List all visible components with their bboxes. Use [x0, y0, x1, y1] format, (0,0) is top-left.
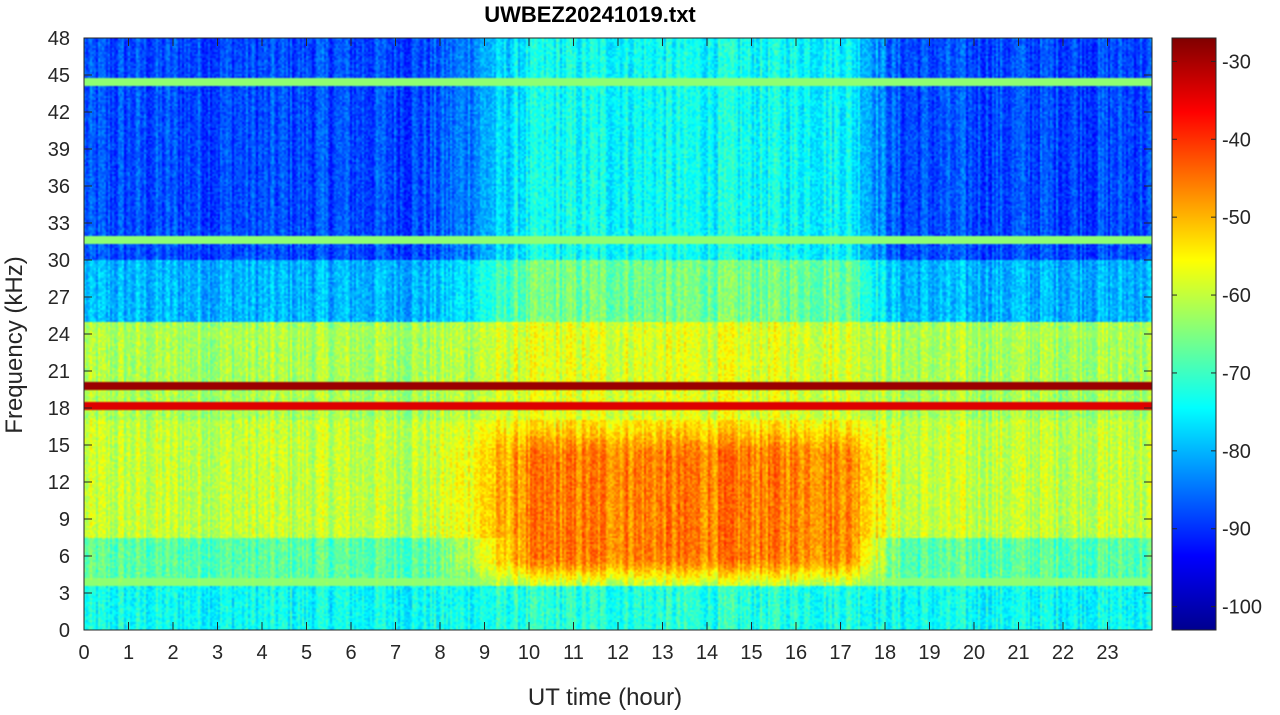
- colorbar-tick-label: -90: [1222, 519, 1251, 541]
- colorbar-tick-label: -80: [1222, 441, 1251, 463]
- x-tick-label: 4: [256, 642, 267, 664]
- y-tick-label: 3: [59, 583, 70, 605]
- colorbar-tick-label: -30: [1222, 51, 1251, 73]
- y-tick-label: 39: [48, 139, 70, 161]
- colorbar-tick-label: -70: [1222, 363, 1251, 385]
- colorbar: -30 -40 -50 -60 -70 -80 -90 -100: [1171, 37, 1262, 631]
- colorbar-tick-label: -60: [1222, 285, 1251, 307]
- x-tick-label: 17: [829, 642, 851, 664]
- x-tick-label: 5: [301, 642, 312, 664]
- x-tick-label: 2: [167, 642, 178, 664]
- x-tick-label: 7: [390, 642, 401, 664]
- colorbar-ticks: -30 -40 -50 -60 -70 -80 -90 -100: [1172, 51, 1262, 619]
- x-tick-label: 0: [78, 642, 89, 664]
- x-tick-label: 6: [345, 642, 356, 664]
- plot-area: [83, 37, 1153, 631]
- x-tick-label: 11: [563, 642, 584, 664]
- x-tick-label: 15: [740, 642, 762, 664]
- y-tick-label: 21: [48, 361, 70, 383]
- y-tick-label: 27: [48, 287, 70, 309]
- x-tick-label: 16: [785, 642, 807, 664]
- y-tick-label: 15: [48, 435, 70, 457]
- y-axis-label: Frequency (kHz): [1, 256, 28, 433]
- y-tick-label: 42: [48, 102, 70, 124]
- y-tick-label: 9: [59, 509, 70, 531]
- x-tick-label: 23: [1096, 642, 1118, 664]
- x-tick-label: 10: [518, 642, 540, 664]
- y-tick-label: 24: [48, 324, 70, 346]
- chart-title: UWBEZ20241019.txt: [484, 2, 696, 27]
- x-tick-label: 3: [212, 642, 223, 664]
- x-tick-label: 22: [1052, 642, 1074, 664]
- x-tick-label: 20: [963, 642, 985, 664]
- x-tick-label: 14: [696, 642, 718, 664]
- y-tick-label: 36: [48, 176, 70, 198]
- y-tick-label: 6: [59, 546, 70, 568]
- x-tick-label: 9: [479, 642, 490, 664]
- x-tick-label: 21: [1007, 642, 1029, 664]
- x-tick-label: 19: [918, 642, 940, 664]
- x-tick-label: 8: [434, 642, 445, 664]
- x-tick-label: 12: [607, 642, 629, 664]
- colorbar-tick-label: -40: [1222, 129, 1251, 151]
- y-tick-label: 12: [48, 472, 70, 494]
- y-tick-label: 0: [59, 620, 70, 642]
- x-axis: 0 1 2 3 4 5 6 7 8 9 10 11 12 13 14 15 16 17 18 19 20 21 22 23: [78, 38, 1119, 664]
- colorbar-tick-label: -100: [1222, 597, 1262, 619]
- y-tick-label: 33: [48, 213, 70, 235]
- y-tick-label: 30: [48, 250, 70, 272]
- spectrogram-heatmap: [84, 38, 1152, 630]
- x-axis-label: UT time (hour): [528, 684, 682, 711]
- x-tick-label: 13: [651, 642, 673, 664]
- y-tick-label: 45: [48, 65, 70, 87]
- y-tick-label: 48: [48, 28, 70, 50]
- colorbar-tick-label: -50: [1222, 207, 1251, 229]
- x-tick-label: 1: [123, 642, 134, 664]
- x-tick-label: 18: [874, 642, 896, 664]
- y-tick-label: 18: [48, 398, 70, 420]
- colorbar-scale: [1171, 37, 1217, 631]
